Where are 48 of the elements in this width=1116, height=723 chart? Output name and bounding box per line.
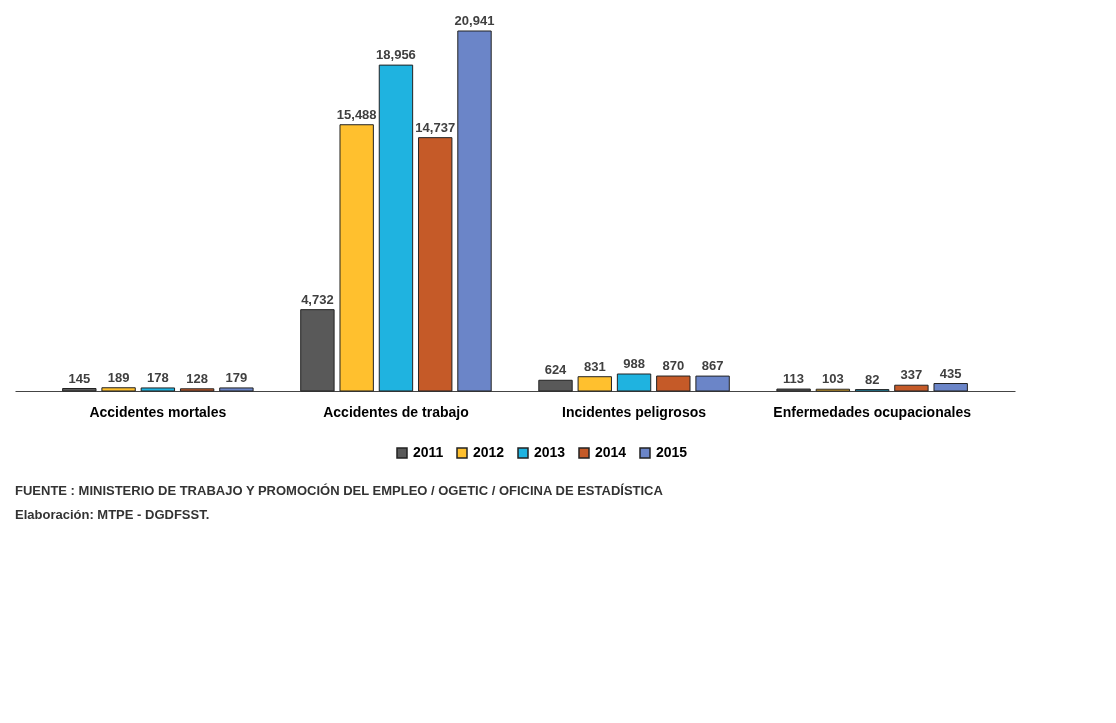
bar — [616, 373, 652, 392]
bar — [933, 383, 968, 392]
data-label: 4,732 — [301, 291, 334, 307]
legend-label: 2012 — [473, 444, 505, 460]
x-tick-label: Enfermedades ocupacionales — [773, 403, 972, 420]
bar — [300, 309, 335, 392]
legend-label: 2011 — [413, 444, 444, 460]
text: Elaboración: MTPE - DGDFSST. — [15, 507, 210, 522]
bar — [418, 137, 453, 392]
bar — [656, 375, 691, 392]
bar — [894, 384, 929, 392]
data-label: 20,941 — [454, 13, 495, 28]
data-label: 18,956 — [376, 47, 416, 63]
bar — [101, 387, 136, 392]
bar — [339, 124, 374, 392]
data-label: 624 — [544, 362, 568, 378]
bar — [179, 388, 215, 392]
data-label: 128 — [186, 370, 208, 386]
data-label: 435 — [939, 365, 962, 381]
legend-label: 2014 — [595, 444, 627, 460]
data-label: 103 — [822, 371, 844, 387]
data-label: 15,488 — [336, 106, 377, 122]
bar — [695, 375, 730, 392]
bar — [62, 388, 97, 392]
data-label: 870 — [662, 358, 685, 374]
data-label: 113 — [783, 371, 805, 387]
data-label: 831 — [583, 358, 606, 374]
legend-label: 2015 — [656, 444, 688, 460]
x-tick-label: Accidentes mortales — [89, 403, 227, 420]
data-label: 145 — [68, 370, 91, 386]
bar — [538, 379, 573, 392]
data-label: 179 — [225, 369, 248, 385]
data-label: 988 — [623, 356, 645, 372]
x-tick-label: Incidentes peligrosos — [562, 403, 707, 420]
bar — [219, 387, 254, 392]
x-tick-label: Accidentes de trabajo — [323, 403, 469, 420]
source-note: FUENTE : MINISTERIO DE TRABAJO Y PROMOCIÓN DEL EMPLEO / OGETIC / OFICINA DE ESTADÍSTICA — [15, 483, 664, 498]
bar — [577, 376, 612, 392]
bar — [140, 387, 176, 392]
data-label: 189 — [107, 369, 130, 385]
legend-label: 2013 — [534, 444, 566, 460]
data-label: 82 — [864, 371, 880, 387]
bar — [457, 30, 492, 392]
data-label: 867 — [701, 358, 724, 374]
data-label: 337 — [900, 367, 923, 383]
data-label: 14,737 — [415, 119, 456, 135]
data-label: 178 — [147, 369, 169, 385]
bar — [378, 64, 414, 392]
